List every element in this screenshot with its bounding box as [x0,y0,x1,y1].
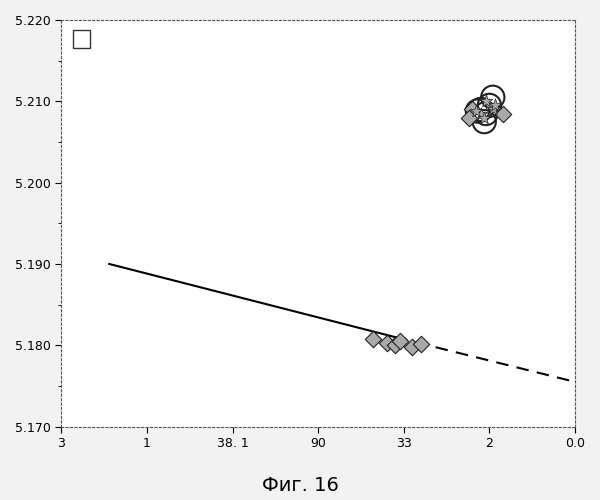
Point [467,106,477,114]
Point [479,118,489,126]
Point [488,106,497,114]
Point [498,110,508,118]
Point [479,114,489,122]
Legend:  [73,30,90,48]
Point [391,342,400,349]
Point [485,102,494,110]
Point [476,106,485,114]
Point [464,114,473,122]
Point [481,98,491,106]
Text: Фиг. 16: Фиг. 16 [262,476,338,495]
Point [368,335,378,343]
Point [471,107,481,115]
Point [407,343,417,351]
Point [488,94,497,102]
Point [485,102,494,110]
Point [395,337,405,345]
Point [473,107,482,115]
Point [416,340,425,347]
Point [476,110,485,118]
Point [490,102,499,110]
Point [382,339,391,347]
Point [481,110,491,118]
